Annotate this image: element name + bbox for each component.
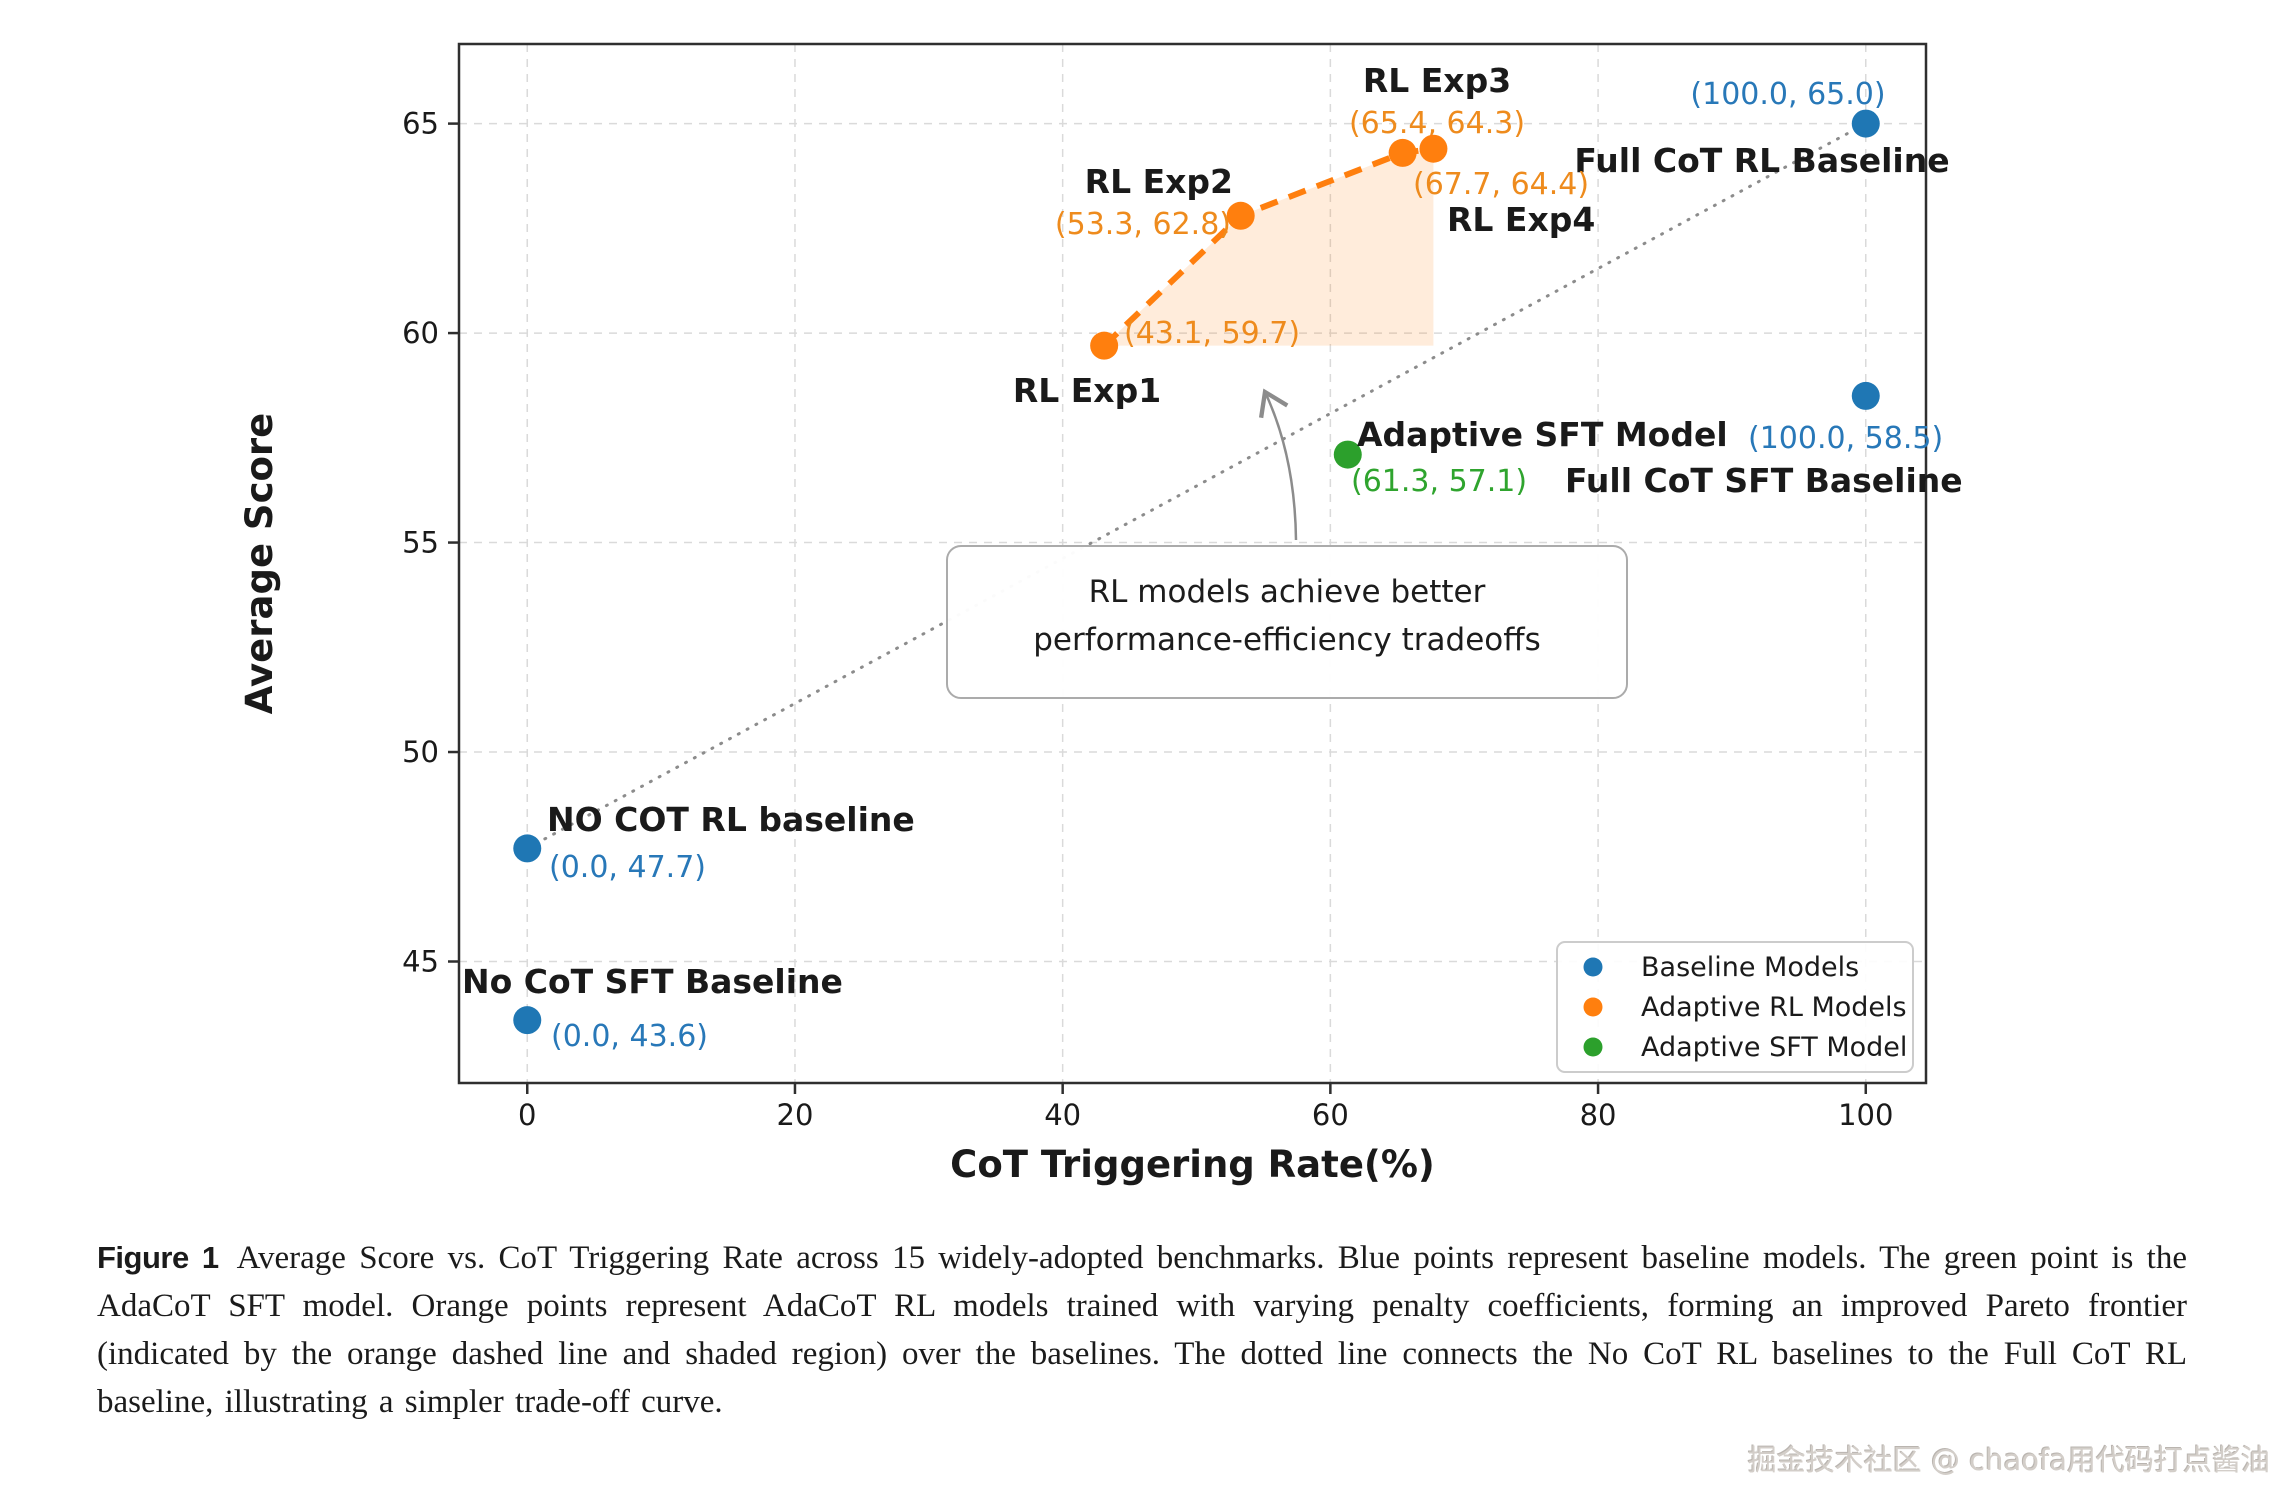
point-coords-rl-exp3: (65.4, 64.3) [1349, 106, 1525, 141]
point-no-cot-rl-baseline [513, 834, 542, 863]
x-tick-label-20: 20 [777, 1098, 814, 1132]
point-rl-exp3 [1388, 138, 1417, 167]
plot-border [457, 42, 1928, 1085]
point-label-adaptive-sft-model: Adaptive SFT Model [1357, 415, 1728, 454]
annotation-arrow [1258, 388, 1298, 541]
annotation-text-line1: RL models achieve better [1089, 574, 1486, 610]
figure-caption: Figure 1 Average Score vs. CoT Triggering… [97, 1234, 2187, 1426]
legend-box [1556, 941, 1914, 1073]
figure-caption-text: Average Score vs. CoT Triggering Rate ac… [97, 1240, 2187, 1420]
x-axis-label: CoT Triggering Rate(%) [950, 1143, 1435, 1186]
legend-dot-adaptive-rl-models [1583, 997, 1603, 1017]
legend-dot-baseline-models [1583, 957, 1603, 977]
point-coords-no-cot-rl-baseline: (0.0, 47.7) [549, 850, 706, 885]
pareto-shaded-region [1104, 148, 1434, 346]
y-tick-label-55: 55 [402, 526, 439, 560]
legend: Baseline Models Adaptive RL Models Adaptiv… [1556, 941, 1914, 1073]
point-label-no-cot-rl-baseline: NO COT RL baseline [547, 800, 915, 839]
point-label-rl-exp2: RL Exp2 [1085, 162, 1233, 201]
y-axis-label: Average Score [238, 413, 281, 715]
x-tick-label-40: 40 [1044, 1098, 1081, 1132]
y-tick-label-60: 60 [402, 316, 439, 350]
x-tick-label-60: 60 [1312, 1098, 1349, 1132]
point-coords-rl-exp4: (67.7, 64.4) [1413, 167, 1589, 202]
annotation-box [946, 545, 1628, 699]
point-full-cot-rl-baseline [1851, 109, 1880, 138]
scatter-plot: 0 20 40 60 80 100 45 50 55 60 65 CoT Triggering Rat… [238, 42, 1963, 1186]
watermark: 掘金技术社区 @ chaofa用代码打点酱油 [1747, 1443, 2270, 1477]
point-coords-no-cot-sft-baseline: (0.0, 43.6) [551, 1019, 708, 1054]
point-label-no-cot-sft-baseline: No CoT SFT Baseline [462, 962, 843, 1001]
x-tick-label-0: 0 [518, 1098, 536, 1132]
legend-label-baseline-models: Baseline Models [1641, 952, 1859, 983]
legend-dot-adaptive-sft-model [1583, 1037, 1603, 1057]
y-tick-label-45: 45 [402, 945, 439, 979]
point-coords-full-cot-sft-baseline: (100.0, 58.5) [1748, 421, 1943, 456]
point-full-cot-sft-baseline [1851, 381, 1880, 410]
point-coords-rl-exp1: (43.1, 59.7) [1124, 316, 1300, 351]
tradeoff-dotted-line [525, 122, 1868, 850]
point-no-cot-sft-baseline [513, 1006, 542, 1035]
point-rl-exp4 [1419, 134, 1448, 163]
figure-caption-label: Figure 1 [97, 1240, 219, 1275]
point-rl-exp2 [1226, 201, 1255, 230]
point-label-full-cot-sft-baseline: Full CoT SFT Baseline [1565, 461, 1963, 500]
x-tick-label-80: 80 [1580, 1098, 1617, 1132]
point-coords-adaptive-sft-model: (61.3, 57.1) [1351, 464, 1527, 499]
point-rl-exp1 [1090, 331, 1119, 360]
x-tick-label-100: 100 [1838, 1098, 1893, 1132]
legend-label-adaptive-sft-model: Adaptive SFT Model [1641, 1032, 1907, 1063]
y-tick-label-65: 65 [402, 107, 439, 141]
point-coords-rl-exp2: (53.3, 62.8) [1055, 207, 1231, 242]
y-tick-label-50: 50 [402, 735, 439, 769]
point-label-rl-exp1: RL Exp1 [1013, 371, 1161, 410]
pareto-dashed-line [1102, 145, 1434, 348]
point-adaptive-sft-model [1333, 440, 1362, 469]
annotation-text-line2: performance-efficiency tradeoffs [1033, 622, 1541, 658]
point-label-rl-exp4: RL Exp4 [1447, 200, 1595, 239]
point-label-full-cot-rl-baseline: Full CoT RL Baseline [1574, 141, 1949, 180]
legend-label-adaptive-rl-models: Adaptive RL Models [1641, 992, 1907, 1023]
point-coords-full-cot-rl-baseline: (100.0, 65.0) [1690, 77, 1885, 112]
point-label-rl-exp3: RL Exp3 [1363, 61, 1511, 100]
